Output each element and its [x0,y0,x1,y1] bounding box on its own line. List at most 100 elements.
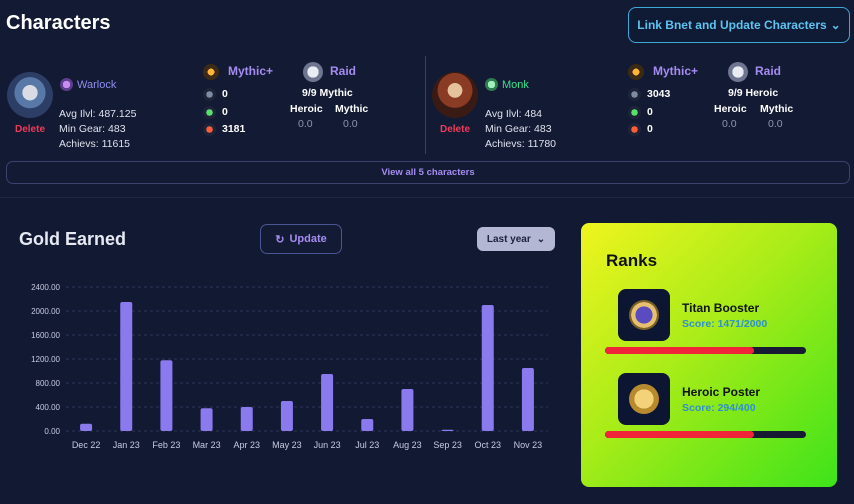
min-gear: Min Gear: 483 [59,123,126,135]
mythic-value: 0.0 [343,118,358,130]
bar [240,407,253,431]
y-tick-label: 800.00 [36,379,61,388]
y-tick-label: 1200.00 [31,355,60,364]
titan-booster-icon [618,289,670,341]
bar [361,419,374,431]
gold-chart: 0.00 400.00 800.00 1200.00 1600.00 2000.00 240… [31,283,548,450]
mythic-plus-label: Mythic+ [653,64,699,78]
heroic-value: 0.0 [298,118,313,130]
dps-score: 3181 [222,123,246,135]
y-tick-label: 1600.00 [31,331,60,340]
bar [200,408,213,431]
achievs: Achievs: 11615 [59,138,131,150]
rank-progress [605,431,806,438]
healer-score: 0 [647,106,653,118]
bar [120,302,133,431]
healer-icon [203,106,216,119]
heroic-poster-icon [618,373,670,425]
rank-progress-fill [605,431,754,438]
delete-button[interactable]: Delete [440,124,471,135]
mythic-plus-label: Mythic+ [228,64,274,78]
tank-score: 0 [222,88,228,100]
bar [441,429,454,431]
bar [321,374,334,431]
healer-icon [628,106,641,119]
character-class: Monk [485,78,529,91]
dps-score: 0 [647,123,653,135]
bar [80,423,93,431]
raid-icon [303,62,323,82]
heroic-col-label: Heroic [714,103,747,115]
avg-ilvl: Avg Ilvl: 487.125 [59,108,137,120]
x-tick-label: Dec 22 [72,440,101,450]
y-tick-label: 400.00 [36,403,61,412]
x-tick-label: Jul 23 [355,440,379,450]
x-tick-label: Apr 23 [233,440,260,450]
rank-progress-fill [605,347,754,354]
x-tick-label: Jun 23 [314,440,341,450]
raid-progress: 9/9 Mythic [302,87,353,99]
update-label: Update [289,233,327,245]
ranks-title: Ranks [606,251,658,270]
character-class: Warlock [60,78,116,91]
raid-label: Raid [330,64,357,78]
period-select[interactable]: Last year ⌄ [477,227,555,251]
gold-title: Gold Earned [19,229,127,249]
tank-icon [203,88,216,101]
link-bnet-button[interactable]: Link Bnet and Update Characters ⌄ [628,7,850,43]
x-tick-label: Sep 23 [433,440,462,450]
rank-score: Score: 294/400 [682,402,756,414]
rank-name: Titan Booster [682,301,760,315]
avg-ilvl: Avg Ilvl: 484 [485,108,543,120]
bar [521,368,534,431]
delete-button[interactable]: Delete [15,124,46,135]
heroic-col-label: Heroic [290,103,323,115]
mythic-plus-icon [628,64,644,80]
x-tick-label: Feb 23 [152,440,180,450]
warlock-icon [60,78,73,91]
character-avatar [7,72,53,118]
mythic-plus-icon [203,64,219,80]
heroic-value: 0.0 [722,118,737,130]
achievs: Achievs: 11780 [485,138,557,150]
x-tick-label: Oct 23 [474,440,501,450]
view-all-characters-button[interactable]: View all 5 characters [6,161,850,184]
rank-progress [605,347,806,354]
link-bnet-label: Link Bnet and Update Characters [637,18,827,32]
y-tick-label: 2000.00 [31,307,60,316]
x-tick-label: Mar 23 [193,440,221,450]
bar [401,389,414,431]
page-title: Characters [6,12,111,34]
dps-icon [628,123,641,136]
update-button[interactable]: ↻ Update [260,224,342,254]
monk-icon [485,78,498,91]
healer-score: 0 [222,106,228,118]
bar [481,305,494,431]
rank-score: Score: 1471/2000 [682,318,768,330]
x-tick-label: Jan 23 [113,440,140,450]
min-gear: Min Gear: 483 [485,123,552,135]
bar [160,360,173,431]
mythic-value: 0.0 [768,118,783,130]
mythic-col-label: Mythic [335,103,369,115]
period-label: Last year [486,233,531,245]
dps-icon [203,123,216,136]
raid-progress: 9/9 Heroic [728,87,779,99]
raid-label: Raid [755,64,782,78]
character-avatar [432,72,478,118]
x-tick-label: Nov 23 [514,440,543,450]
refresh-icon: ↻ [275,233,285,246]
character-class-label: Warlock [77,78,117,91]
character-divider [425,56,426,154]
tank-icon [628,88,641,101]
ranks-card: Ranks Titan Booster Score: 1471/2000 Her… [581,223,837,487]
y-tick-label: 0.00 [44,427,60,436]
bar [280,401,293,431]
chevron-down-icon: ⌄ [830,18,841,32]
y-tick-label: 2400.00 [31,283,60,292]
chevron-down-icon: ⌄ [536,233,546,245]
tank-score: 3043 [647,88,671,100]
x-tick-label: Aug 23 [393,440,422,450]
x-tick-label: May 23 [272,440,302,450]
rank-name: Heroic Poster [682,385,761,399]
